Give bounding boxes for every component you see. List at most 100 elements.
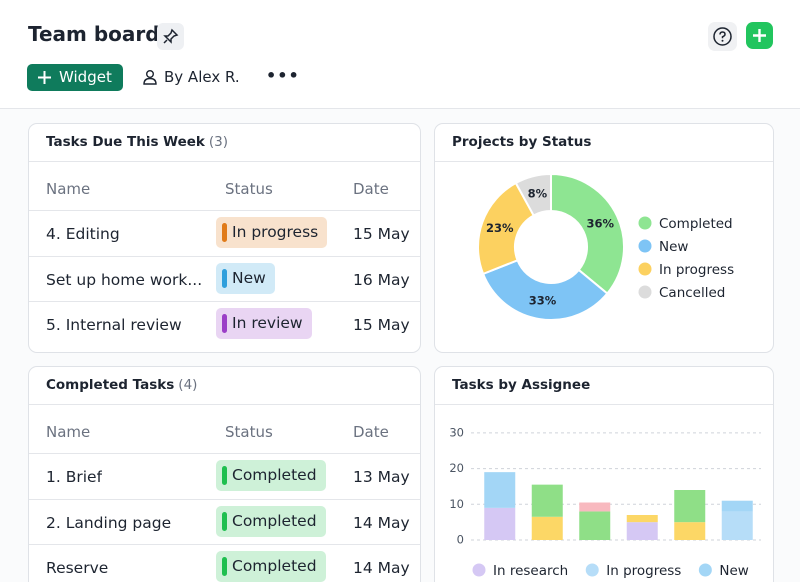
row-separator [29,255,420,257]
column-header: Date [353,180,389,198]
owner-filter[interactable]: By Alex R. [142,67,240,87]
status-indicator [222,466,227,485]
bar-segment [674,490,706,523]
task-date: 15 May [353,316,410,334]
card-title: Tasks by Assignee [452,377,590,393]
status-pill: Completed [216,551,326,582]
legend-label: New [719,563,748,579]
card-count: (3) [208,134,229,150]
task-name: Reserve [46,559,109,577]
button-label: Widget [59,68,112,86]
status-pill: Completed [216,505,326,537]
legend-dot [638,285,652,299]
bar-segment [626,515,658,523]
donut-slice [481,258,609,321]
plus-icon [38,71,51,84]
card-title-text: Completed Tasks [46,377,175,393]
card-title-text: Projects by Status [452,134,592,150]
bar-segment [721,500,753,512]
task-date: 16 May [353,270,410,289]
row-separator [29,453,420,454]
legend-label: Completed [659,216,733,232]
row-separator [29,498,420,500]
status-indicator [222,223,227,242]
card-title: Tasks Due This Week (3) [46,134,228,150]
slice-label: 33% [529,293,557,307]
legend-dot [638,216,652,230]
legend-dot [698,563,712,577]
bar-segment [484,472,516,508]
add-widget-button[interactable]: Widget [27,64,123,91]
owner-label: By Alex R. [164,68,240,86]
bar-segment [531,484,563,517]
separator [29,404,420,405]
legend-dot [638,239,652,253]
y-tick-label: 10 [449,497,464,511]
pin-icon [163,28,179,44]
donut-slice [514,172,552,217]
bar-segment [674,522,706,540]
chart: 36% Completed 33% New 23% In progress 8% Cancel… [477,172,734,321]
status-indicator [222,557,227,576]
status-label: In review [232,314,303,332]
bar-segment [484,507,516,540]
bar-segment [531,516,563,540]
card-title: Projects by Status [452,134,591,150]
chart-card: Tasks by Assignee 0 10 20 30 In research In pr… [434,366,774,582]
chart-card: Projects by Status 36% Completed 33% New 23% I… [434,123,774,353]
legend-dot [472,563,486,577]
y-tick-label: 0 [457,533,464,547]
card-title-text: Tasks by Assignee [452,377,591,393]
slice-label: 23% [486,221,514,235]
task-date: 14 May [353,513,410,532]
task-name: Set up home work... [46,270,203,289]
status-label: Completed [232,511,317,530]
column-header: Date [353,423,389,441]
status-label: Completed [232,557,317,575]
status-label: In progress [232,223,319,241]
y-tick-label: 30 [449,425,464,439]
add-button[interactable] [746,22,773,49]
table-card: Tasks Due This Week (3) Name Status Date 4. E… [28,123,421,353]
row-separator [29,301,420,302]
column-header: Status [225,423,273,441]
status-indicator [222,511,227,531]
card-title: Completed Tasks (4) [46,377,197,393]
column-header: Status [225,180,273,198]
card-count: (4) [178,377,198,393]
user-icon [143,70,157,85]
row-separator [29,544,420,545]
status-label: Completed [232,466,317,484]
bar-segment [579,502,611,512]
status-pill: New [216,262,275,294]
separator [29,161,420,162]
task-date: 14 May [353,559,410,577]
legend-label: New [659,239,688,255]
more-button[interactable]: ••• [266,66,300,85]
task-name: 2. Landing page [46,513,172,532]
task-date: 15 May [353,225,410,243]
bar-segment [626,522,658,540]
task-name: 1. Brief [46,468,103,486]
status-pill: In review [216,308,312,339]
status-indicator [222,268,227,288]
task-name: 4. Editing [46,225,120,243]
legend-label: In research [493,563,568,579]
help-button[interactable] [708,22,737,51]
task-date: 13 May [353,468,410,486]
legend-dot [638,262,652,276]
donut-slice [550,172,625,295]
column-header: Name [46,180,91,198]
separator [435,161,773,162]
status-pill: Completed [216,460,326,491]
legend-dot [585,563,599,577]
status-label: New [232,268,266,287]
bar-segment [721,511,753,540]
help-icon [713,27,732,46]
legend-label: In progress [659,262,734,278]
page-title: Team board [28,22,160,46]
pin-button[interactable] [157,23,184,50]
status-indicator [222,314,227,333]
slice-label: 8% [528,187,548,201]
